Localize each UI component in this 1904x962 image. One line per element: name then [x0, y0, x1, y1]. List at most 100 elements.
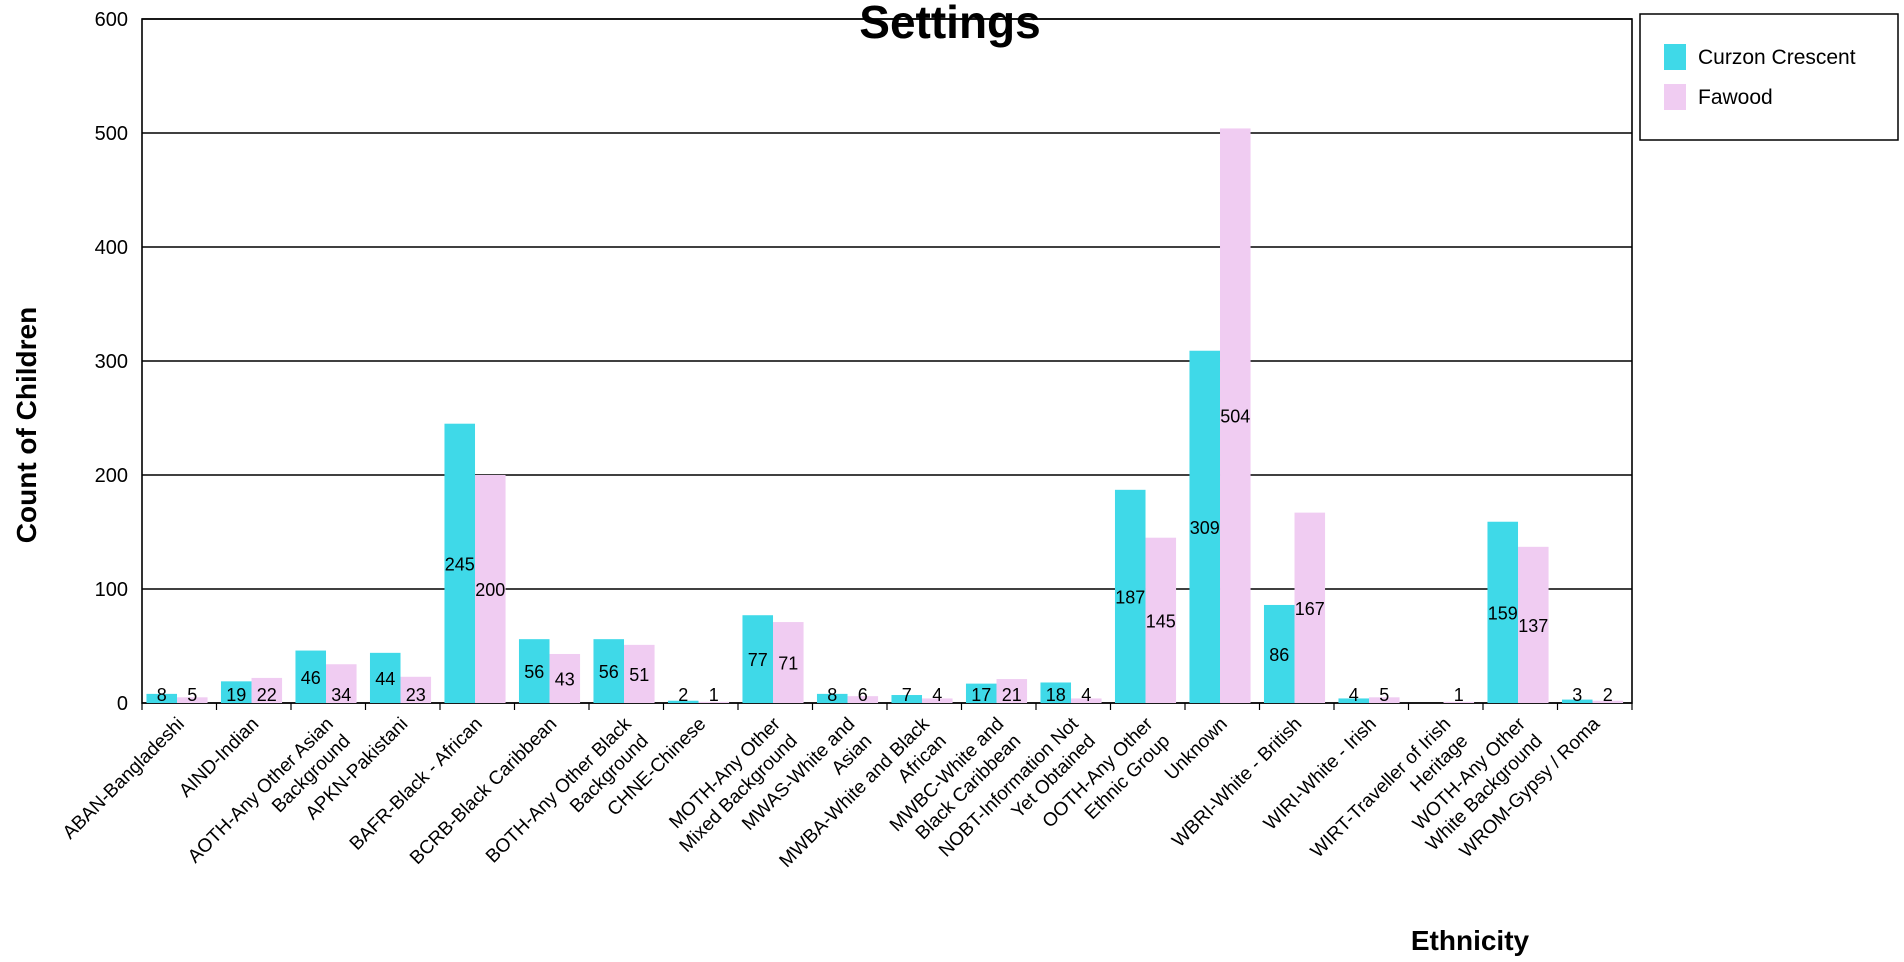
data-label: 5 [187, 685, 197, 705]
data-label: 56 [599, 662, 619, 682]
bar-curzon-crescent [1338, 698, 1370, 703]
x-category-label: BCRB-Black Caribbean [406, 714, 561, 869]
data-label: 200 [475, 580, 505, 600]
data-label: 34 [331, 685, 351, 705]
bar-fawood [1294, 512, 1326, 703]
data-label: 8 [157, 685, 167, 705]
data-label: 18 [1046, 685, 1066, 705]
data-label: 43 [555, 669, 575, 689]
bar-fawood [1369, 697, 1400, 703]
y-tick-label: 400 [95, 237, 128, 259]
data-label: 187 [1115, 587, 1145, 607]
bar-curzon-crescent [1487, 521, 1519, 703]
bar-fawood [326, 664, 357, 703]
data-label: 44 [375, 669, 395, 689]
legend-label: Curzon Crescent [1698, 46, 1856, 69]
bar-curzon-crescent [667, 700, 699, 703]
x-category-label-line: AOTH-Any Other Asian [184, 714, 338, 868]
data-label: 23 [406, 685, 426, 705]
data-label: 145 [1146, 611, 1176, 631]
bar-fawood [251, 677, 283, 703]
bar-fawood [1592, 700, 1624, 703]
bar-curzon-crescent [220, 681, 252, 703]
bar-fawood [1071, 698, 1102, 703]
bar-curzon-crescent [295, 650, 327, 703]
bar-curzon-crescent [1263, 604, 1295, 703]
data-label: 46 [301, 668, 321, 688]
data-label: 17 [971, 685, 991, 705]
y-tick-label: 100 [95, 579, 128, 601]
bar-curzon-crescent [1561, 699, 1593, 703]
legend: Curzon Crescent Fawood [1639, 13, 1899, 141]
data-label: 245 [445, 554, 475, 574]
data-label: 159 [1488, 603, 1518, 623]
data-label: 6 [858, 685, 868, 705]
data-label: 4 [1081, 685, 1091, 705]
bar-curzon-crescent [444, 423, 476, 703]
y-tick-label: 500 [95, 123, 128, 145]
data-label: 86 [1269, 645, 1289, 665]
x-category-label: WBRI-White - British [1168, 714, 1306, 852]
bar-fawood [847, 696, 879, 703]
bar-fawood [475, 475, 506, 703]
y-tick-label: 600 [95, 9, 128, 31]
bar-curzon-crescent [146, 693, 178, 703]
data-label: 504 [1220, 407, 1250, 427]
data-label: 21 [1002, 685, 1022, 705]
x-category-label-line: ABAN-Bangladeshi [59, 714, 189, 844]
data-label: 8 [827, 685, 837, 705]
bar-fawood [922, 698, 953, 703]
y-tick-label: 0 [117, 693, 128, 715]
bar-fawood [698, 701, 730, 703]
data-label: 1 [709, 685, 719, 705]
bar-curzon-crescent [1040, 682, 1072, 703]
data-label: 137 [1518, 616, 1548, 636]
legend-box [1639, 13, 1899, 141]
y-tick-labels: 0 100 200 300 400 500 600 [95, 9, 128, 715]
bar-curzon-crescent [593, 639, 625, 703]
bar-fawood [1518, 546, 1549, 703]
data-label: 77 [748, 650, 768, 670]
bar-curzon-crescent [518, 639, 550, 703]
legend-swatch [1664, 44, 1686, 70]
data-label: 2 [678, 685, 688, 705]
bar-fawood [549, 653, 581, 703]
x-category-label-line: Unknown [1161, 714, 1232, 785]
legend-swatch [1664, 84, 1686, 110]
x-category-label: ABAN-Bangladeshi [59, 714, 189, 844]
bar-curzon-crescent [369, 652, 401, 703]
data-label: 51 [629, 665, 649, 685]
bar-fawood [773, 622, 804, 703]
bar-fawood [996, 679, 1028, 703]
data-label: 4 [932, 685, 942, 705]
x-category-label-line: BOTH-Any Other Black [482, 713, 636, 867]
data-label: 1 [1454, 685, 1464, 705]
data-label: 71 [778, 654, 798, 674]
bar-fawood [1443, 701, 1475, 703]
data-label: 167 [1295, 599, 1325, 619]
x-category-label-line: WBRI-White - British [1168, 714, 1306, 852]
x-axis-title: Ethnicity [1411, 925, 1530, 956]
bar-curzon-crescent [816, 693, 848, 703]
bar-fawood [400, 676, 432, 703]
x-category-label-line: BAFR-Black - African [346, 714, 487, 855]
bar-curzon-crescent [1189, 350, 1221, 703]
data-label: 3 [1572, 685, 1582, 705]
data-label: 5 [1379, 685, 1389, 705]
x-category-label: Unknown [1161, 714, 1232, 785]
data-label: 56 [524, 662, 544, 682]
bar-fawood [1145, 537, 1177, 703]
data-label: 4 [1349, 685, 1359, 705]
y-axis-title: Count of Children [11, 307, 42, 543]
chart-title: Settings [859, 0, 1040, 48]
bar-curzon-crescent [742, 615, 774, 703]
x-category-label-line: BCRB-Black Caribbean [406, 714, 561, 869]
bar-fawood [624, 644, 655, 703]
y-tick-label: 200 [95, 465, 128, 487]
bar-fawood [1220, 128, 1251, 703]
x-category-label: BAFR-Black - African [346, 714, 487, 855]
gridlines [141, 18, 1633, 710]
